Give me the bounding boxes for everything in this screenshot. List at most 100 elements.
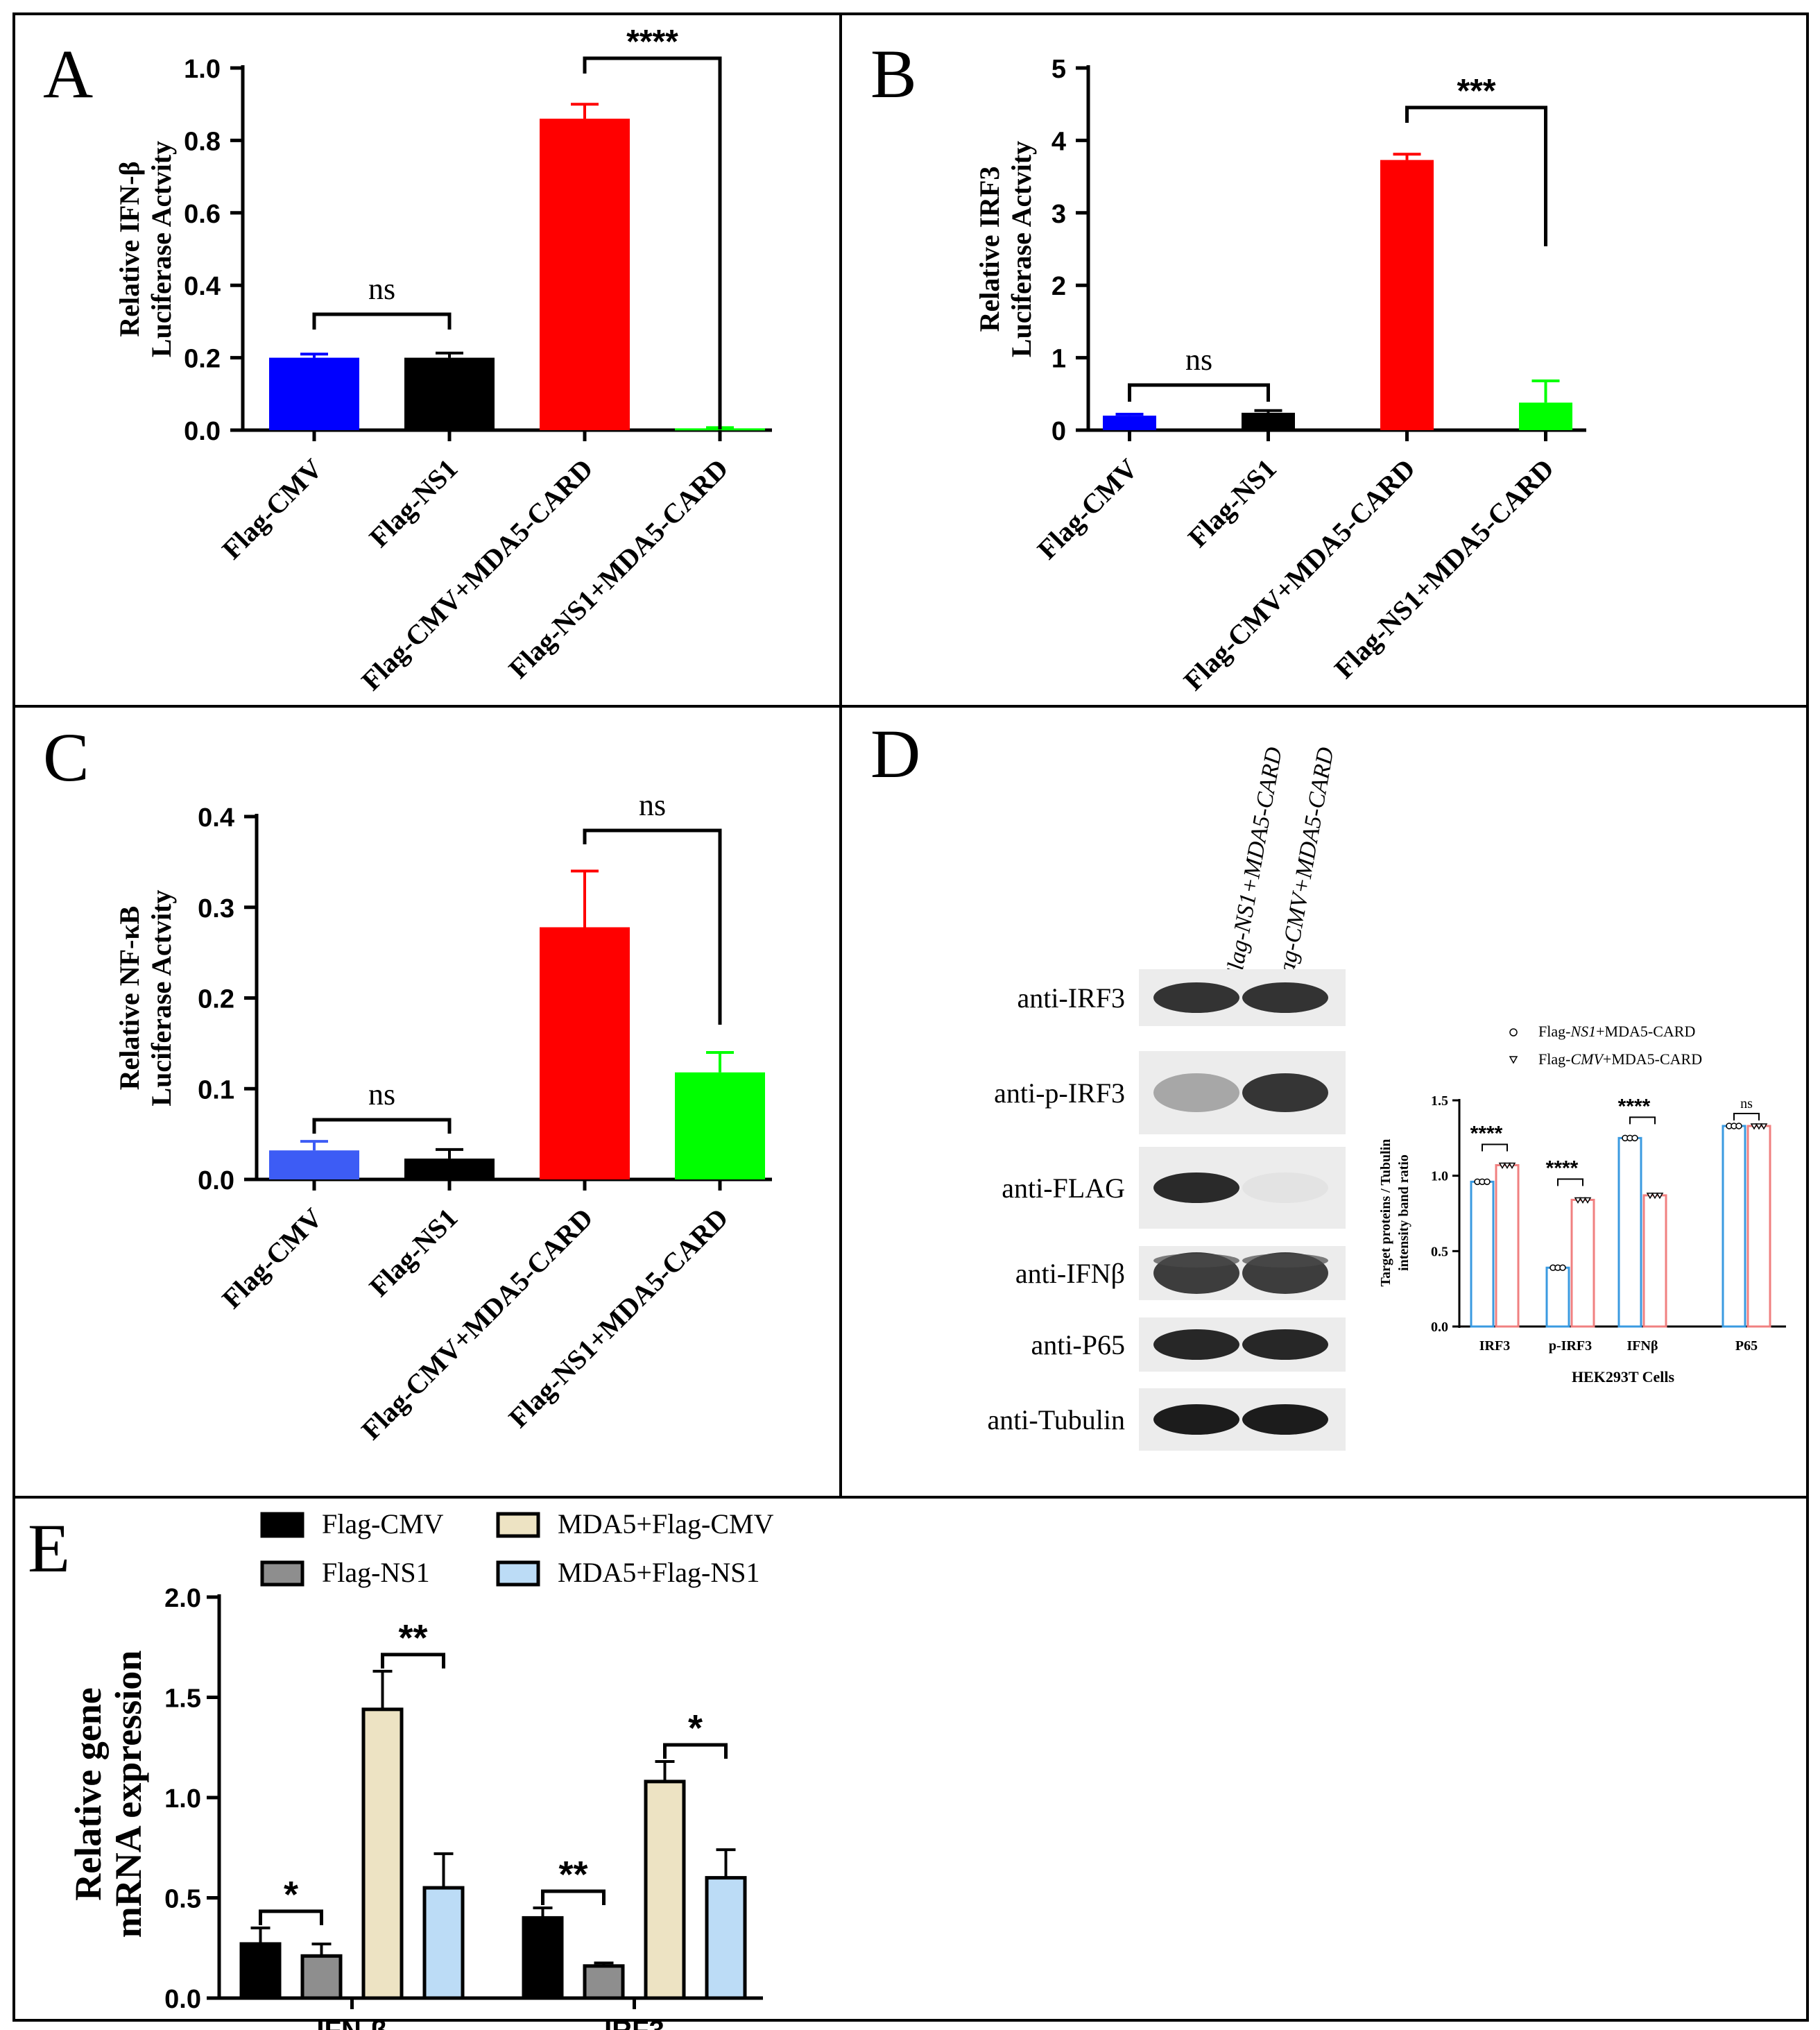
bar-d: [1495, 1163, 1520, 1328]
panel-frames: [12, 12, 1809, 2022]
y-axis-label-c: Luciferase Actvity: [146, 889, 177, 1106]
y-axis-label-d: Target proteins / Tubulin: [1378, 1139, 1393, 1287]
bar-a: [540, 119, 630, 430]
x-tick-label-a: Flag-NS1: [363, 453, 463, 554]
significance-label-b: ns: [1185, 343, 1212, 377]
data-point-d: [1750, 1123, 1758, 1130]
blot-row-label: anti-IRF3: [1017, 982, 1125, 1014]
y-tick-label-d: 1.5: [1431, 1093, 1448, 1109]
panel-label-b: B: [870, 35, 917, 112]
y-axis-label-a: Relative IFN-β: [114, 161, 145, 336]
blot-band: [1153, 1404, 1239, 1435]
y-axis-label-b: Luciferase Actvity: [1006, 141, 1037, 357]
y-tick-label-a: 0.0: [184, 417, 221, 446]
y-tick-label-b: 2: [1051, 272, 1066, 301]
data-point-d: [1760, 1123, 1768, 1130]
y-axis-label-d: intensity band ratio: [1396, 1154, 1411, 1271]
x-tick-label-d: p-IRF3: [1549, 1338, 1592, 1354]
bar-d: [1746, 1125, 1771, 1328]
y-tick-label-a: 0.6: [184, 200, 221, 229]
legend-swatch-e: [260, 1512, 304, 1538]
panel-label-a: A: [43, 35, 93, 112]
x-tick-label-a: Flag-NS1+MDA5-CARD: [502, 453, 734, 685]
y-tick-label-e: 0.0: [164, 1985, 201, 2014]
significance-bracket-a: [312, 312, 452, 330]
significance-label-d: ****: [1546, 1157, 1579, 1179]
legend-swatch-e: [260, 1560, 304, 1587]
y-tick-label-a: 0.4: [184, 272, 221, 301]
bar-d: [1570, 1198, 1595, 1328]
y-axis-label-e: Relative gene: [67, 1687, 109, 1900]
bar-a: [269, 357, 359, 430]
legend-label-e: MDA5+Flag-NS1: [558, 1557, 759, 1588]
chart-title-d: HEK293T Cells: [1572, 1368, 1675, 1385]
significance-label-d: ****: [1470, 1122, 1503, 1145]
blot-band: [1153, 1073, 1239, 1112]
bar-e: [239, 1942, 282, 2000]
data-point-d: [1651, 1193, 1659, 1200]
y-tick-label-e: 0.5: [164, 1885, 201, 1914]
panel-label-e: E: [28, 1510, 70, 1587]
bar-d: [1617, 1136, 1642, 1328]
bar-e: [583, 1964, 625, 2000]
x-tick-label-c: Flag-NS1+MDA5-CARD: [502, 1202, 734, 1434]
data-point-d: [1583, 1197, 1592, 1204]
significance-bracket-e: [541, 1889, 606, 1905]
significance-bracket-c: [583, 828, 722, 1025]
data-point-d: [1508, 1162, 1516, 1169]
blot-band: [1153, 1172, 1239, 1203]
x-tick-label-a: Flag-CMV: [216, 452, 328, 565]
blot-row-label: anti-Tubulin: [987, 1404, 1125, 1435]
bar-d: [1722, 1125, 1746, 1328]
legend-label-e: Flag-CMV: [322, 1508, 444, 1539]
x-tick-label-c: Flag-CMV+MDA5-CARD: [355, 1202, 599, 1446]
blot-band: [1242, 1404, 1328, 1435]
blot-band: [1242, 1254, 1328, 1268]
x-tick-label-b: Flag-CMV+MDA5-CARD: [1178, 453, 1421, 697]
y-tick-label-d: 0.5: [1431, 1244, 1448, 1259]
x-tick-label-e: IFN-β: [316, 2015, 387, 2030]
bar-e: [705, 1876, 747, 2000]
bar-e: [644, 1780, 686, 2000]
y-tick-label-a: 0.2: [184, 345, 221, 374]
y-tick-label-b: 0: [1051, 417, 1066, 446]
x-tick-label-b: Flag-NS1+MDA5-CARD: [1328, 453, 1560, 685]
y-tick-label-c: 0.0: [198, 1166, 234, 1195]
data-point-d: [1656, 1193, 1664, 1200]
legend-label-e: Flag-NS1: [322, 1557, 430, 1588]
legend-swatch-e: [496, 1560, 540, 1587]
panel-label-d: D: [870, 715, 920, 792]
significance-bracket-e: [381, 1653, 445, 1669]
y-tick-label-e: 1.0: [164, 1784, 201, 1814]
y-axis-label-e: mRNA expression: [108, 1651, 149, 1938]
x-tick-label-b: Flag-NS1: [1182, 453, 1282, 554]
significance-bracket-c: [312, 1118, 452, 1134]
bar-e: [300, 1954, 343, 2000]
y-tick-label-b: 4: [1051, 127, 1066, 156]
blot-row-label: anti-P65: [1031, 1329, 1125, 1361]
significance-label-b: ***: [1457, 73, 1495, 110]
y-tick-label-c: 0.1: [198, 1075, 234, 1104]
bar-b: [1103, 416, 1156, 430]
y-tick-label-b: 3: [1051, 200, 1066, 229]
x-tick-label-d: P65: [1735, 1338, 1758, 1354]
data-point-d: [1755, 1123, 1763, 1130]
significance-label-a: ****: [626, 24, 678, 60]
y-tick-label-b: 5: [1051, 55, 1066, 84]
significance-label-e: *: [284, 1874, 298, 1916]
significance-label-c: ns: [368, 1077, 395, 1111]
data-point-d: [1735, 1123, 1742, 1129]
significance-bracket-b: [1405, 105, 1547, 246]
blot-band: [1242, 1172, 1328, 1203]
significance-bracket-d: [1629, 1116, 1656, 1125]
blot-row-label: anti-FLAG: [1002, 1172, 1125, 1204]
blot-row-label: anti-p-IRF3: [994, 1077, 1125, 1109]
significance-label-e: *: [688, 1707, 703, 1749]
blot-band: [1242, 1073, 1328, 1112]
y-tick-label-c: 0.4: [198, 803, 234, 833]
y-tick-label-a: 0.8: [184, 127, 221, 156]
bar-c: [269, 1150, 359, 1179]
significance-label-d: ****: [1618, 1095, 1651, 1118]
